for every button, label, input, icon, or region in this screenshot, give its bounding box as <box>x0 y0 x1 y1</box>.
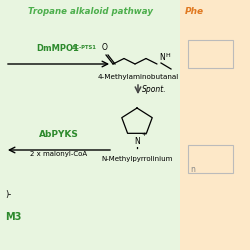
Text: 4-Methylaminobutanal: 4-Methylaminobutanal <box>98 74 178 80</box>
Text: )-: )- <box>5 190 11 200</box>
Text: n: n <box>190 166 195 174</box>
Text: Spont.: Spont. <box>142 84 167 94</box>
Text: ΔC-PTS1: ΔC-PTS1 <box>72 45 97 50</box>
Text: N: N <box>159 53 165 62</box>
Text: O: O <box>102 43 108 52</box>
Text: N: N <box>134 137 140 146</box>
Text: 2 x malonyl-CoA: 2 x malonyl-CoA <box>30 151 88 157</box>
Text: Phe: Phe <box>185 7 204 16</box>
Text: N-Methylpyrrolinium: N-Methylpyrrolinium <box>101 156 173 162</box>
Text: AbPYKS: AbPYKS <box>39 130 79 139</box>
Text: M3: M3 <box>5 212 21 222</box>
Text: DmMPO1: DmMPO1 <box>36 44 79 53</box>
Text: Tropane alkaloid pathway: Tropane alkaloid pathway <box>28 7 152 16</box>
Text: +: + <box>142 132 146 138</box>
Bar <box>180 0 250 250</box>
Text: H: H <box>165 53 170 58</box>
Bar <box>0 0 180 250</box>
